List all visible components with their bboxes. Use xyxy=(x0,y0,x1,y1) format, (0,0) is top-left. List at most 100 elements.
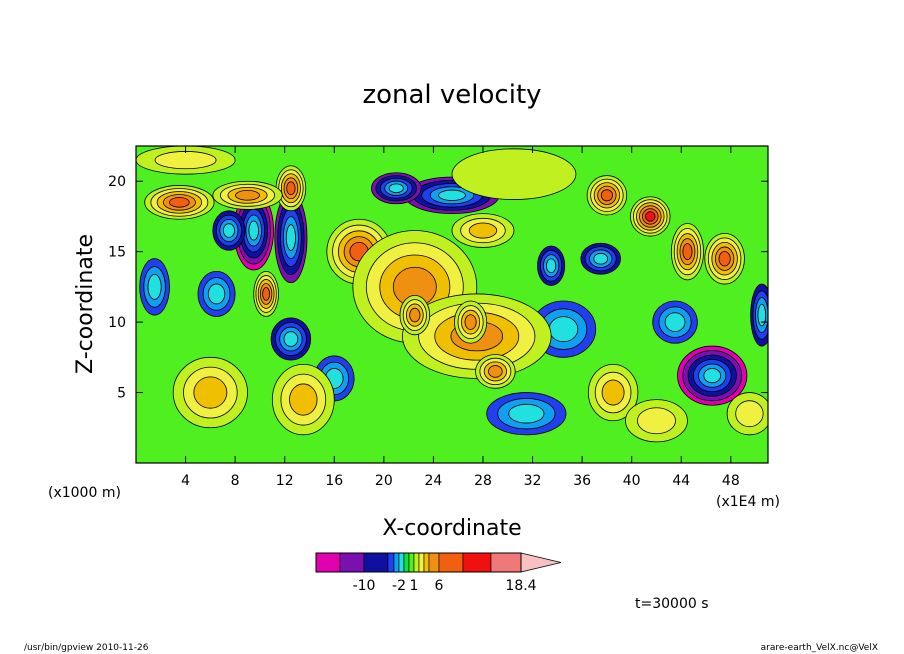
colorbar-frame xyxy=(315,552,522,573)
colorbar-segment xyxy=(413,552,420,573)
contour-band xyxy=(222,223,235,238)
velocity-cell xyxy=(451,213,515,248)
colorbar-segment xyxy=(339,552,365,573)
velocity-cell xyxy=(670,223,704,281)
velocity-cell xyxy=(136,146,236,175)
contour-band xyxy=(682,243,693,261)
colorbar-segment xyxy=(315,552,341,573)
y-tick-label: 5 xyxy=(117,386,126,402)
y-tick-label: 20 xyxy=(108,174,126,190)
contour-band xyxy=(735,400,764,428)
velocity-cell xyxy=(475,354,516,389)
colorbar-label: -2 xyxy=(392,578,406,594)
x-units-right: (x1E4 m) xyxy=(716,494,780,510)
colorbar-segment xyxy=(418,552,425,573)
velocity-cell xyxy=(144,185,215,220)
contour-band xyxy=(193,376,228,409)
velocity-cell xyxy=(726,392,768,436)
colorbar-label: 6 xyxy=(435,578,444,594)
x-axis-label: X-coordinate xyxy=(382,516,521,541)
contour-band xyxy=(283,331,299,347)
contour-band xyxy=(286,181,296,196)
x-tick-label: 28 xyxy=(474,473,492,489)
chart-title: zonal velocity xyxy=(362,80,541,110)
x-tick-label: 24 xyxy=(424,473,442,489)
velocity-cell xyxy=(625,399,688,443)
velocity-cell xyxy=(270,317,312,361)
contour-band xyxy=(508,403,545,424)
plot-frame xyxy=(135,145,769,464)
x-tick-label: 48 xyxy=(722,473,740,489)
velocity-cell xyxy=(271,363,335,436)
footer-right: arare-earth_VelX.nc@VelX xyxy=(761,643,878,653)
contour-band xyxy=(262,287,271,301)
contour-band xyxy=(248,220,259,241)
contour-band xyxy=(468,222,498,239)
contour-band xyxy=(548,316,579,343)
contour-band xyxy=(388,183,404,194)
contour-band xyxy=(637,407,676,435)
velocity-cell xyxy=(404,176,500,215)
contour-band xyxy=(438,189,466,201)
contour-band xyxy=(593,252,609,265)
x-tick-label: 12 xyxy=(276,473,294,489)
colorbar-label: 1 xyxy=(410,578,419,594)
colorbar-segment xyxy=(490,552,522,573)
x-tick-label: 20 xyxy=(375,473,393,489)
velocity-cell xyxy=(580,242,621,275)
contour-band xyxy=(169,197,190,208)
x-axis-ticks: 4 8 12 16 20 24 28 32 36 40 44 48 xyxy=(181,146,740,489)
velocity-cell xyxy=(652,300,698,344)
velocity-cell xyxy=(233,190,274,271)
velocity-field xyxy=(136,146,768,463)
y-axis-ticks: 5 10 15 20 xyxy=(108,174,768,402)
velocity-cell xyxy=(677,345,748,406)
contour-band xyxy=(545,258,557,274)
velocity-cell xyxy=(172,356,248,429)
contour-band xyxy=(718,251,731,267)
contour-band xyxy=(207,283,226,305)
x-tick-label: 32 xyxy=(524,473,542,489)
velocity-cell xyxy=(139,258,170,316)
velocity-cell xyxy=(371,172,422,205)
colorbar-segment xyxy=(398,552,405,573)
contour-band xyxy=(488,365,503,378)
velocity-cell xyxy=(274,192,308,284)
colorbar-labels: -10 -2 1 6 18.4 xyxy=(353,578,537,594)
colorbar-segment xyxy=(428,552,440,573)
colorbar xyxy=(315,552,562,573)
colorbar-segment xyxy=(438,552,464,573)
velocity-cell xyxy=(630,196,671,237)
x-units-left: (x1000 m) xyxy=(48,485,121,501)
time-label: t=30000 s xyxy=(635,596,709,612)
velocity-cell xyxy=(486,392,567,436)
colorbar-label: 18.4 xyxy=(505,578,536,594)
velocity-cell xyxy=(537,245,566,286)
colorbar-segment xyxy=(363,552,389,573)
velocity-cell xyxy=(586,175,628,216)
contour-band xyxy=(285,224,296,251)
velocity-cell xyxy=(212,180,283,210)
velocity-cell xyxy=(454,300,488,344)
contour-band xyxy=(703,368,722,384)
colorbar-segment xyxy=(403,552,410,573)
colorbar-segment xyxy=(408,552,415,573)
velocity-cell xyxy=(275,165,307,212)
velocity-cell xyxy=(253,270,279,317)
contour-band xyxy=(235,190,260,201)
x-tick-label: 40 xyxy=(623,473,641,489)
colorbar-label: -10 xyxy=(353,578,376,594)
y-tick-label: 10 xyxy=(108,315,126,331)
contour-band xyxy=(464,314,477,330)
contour-band xyxy=(289,383,318,416)
contour-band xyxy=(147,273,162,300)
x-tick-label: 4 xyxy=(181,473,190,489)
velocity-cell xyxy=(587,363,639,422)
colorbar-segment xyxy=(462,552,492,573)
contour-band xyxy=(645,211,656,222)
x-tick-label: 16 xyxy=(325,473,343,489)
velocity-cell xyxy=(197,270,236,317)
contour-band xyxy=(600,189,613,202)
colorbar-arrow xyxy=(520,552,562,573)
